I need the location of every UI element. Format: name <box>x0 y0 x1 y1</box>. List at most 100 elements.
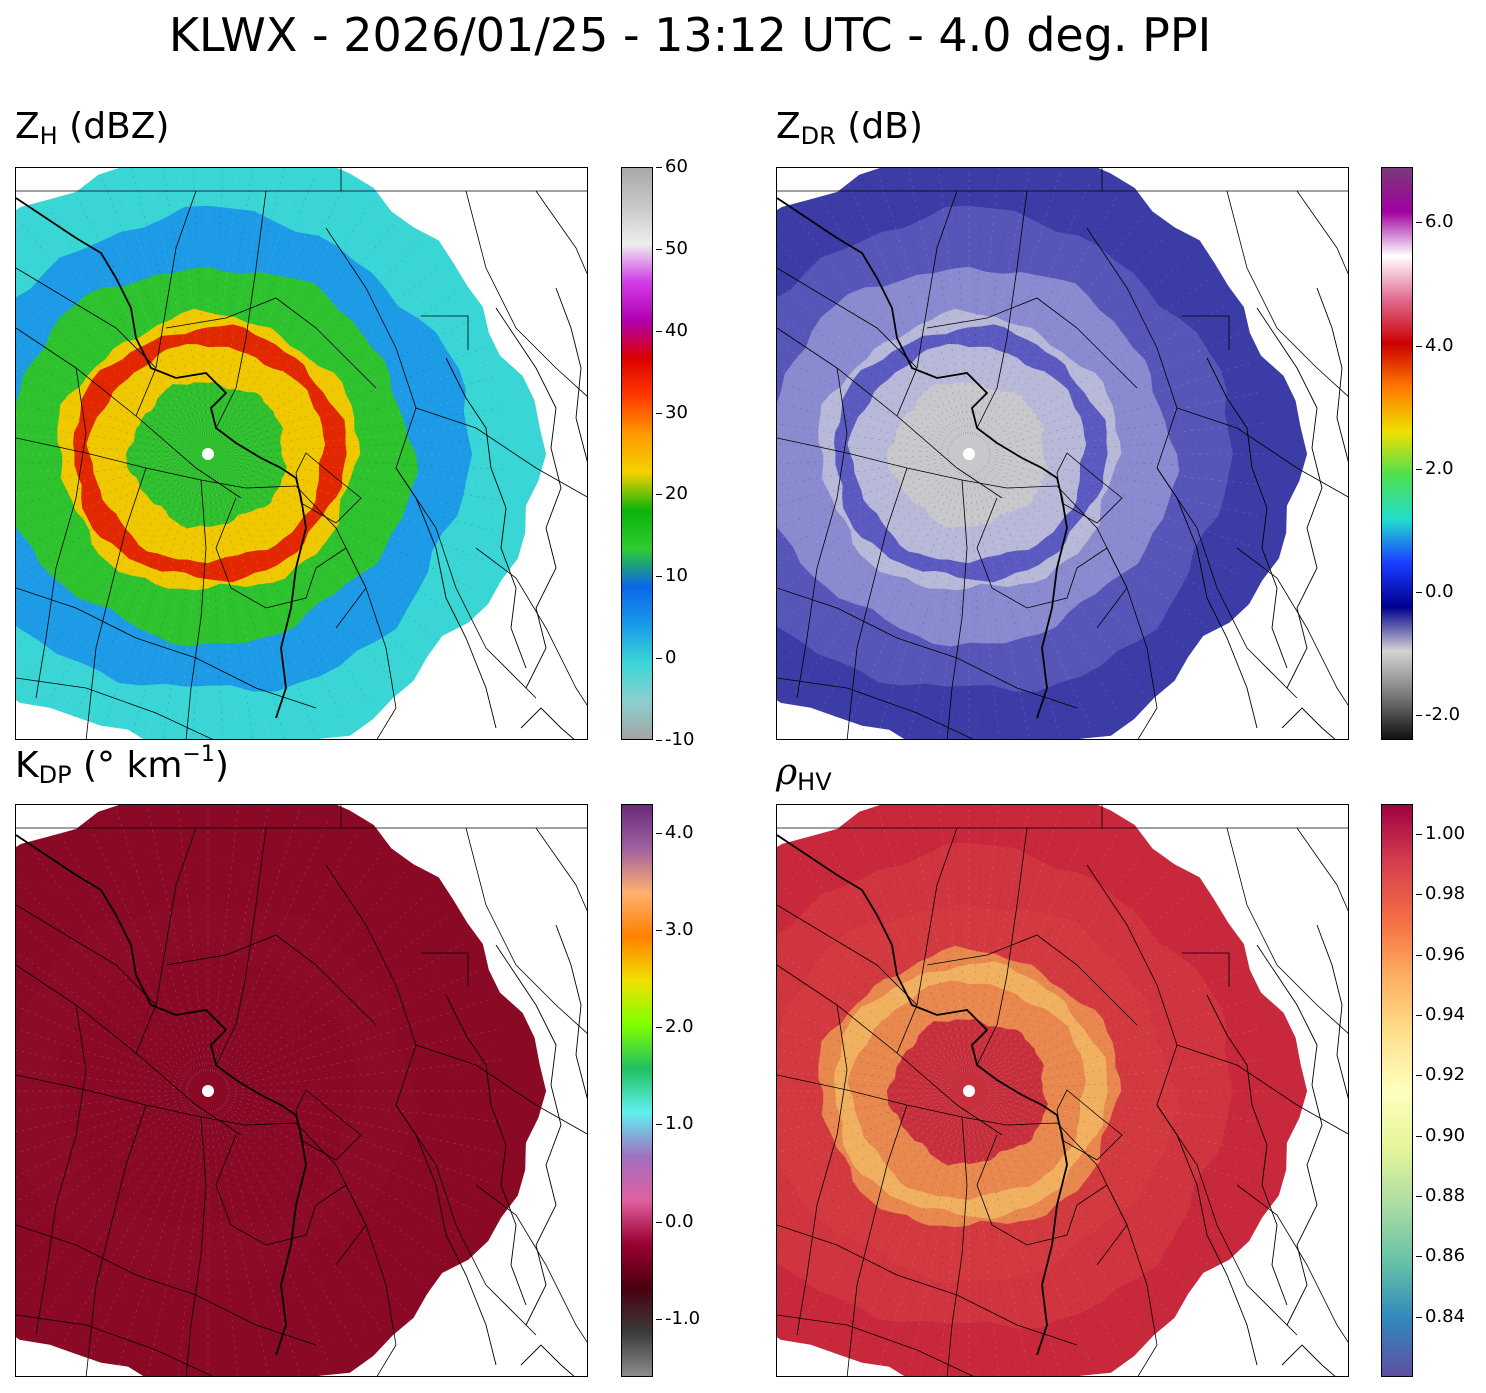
radial-texture-line <box>226 968 483 1084</box>
radial-texture-line <box>846 472 962 729</box>
radial-texture-line <box>217 1108 359 1351</box>
county-boundary-line <box>1176 407 1348 498</box>
radial-texture-line <box>876 472 964 739</box>
radial-texture-line <box>100 1109 202 1372</box>
colorbar-tick-label: 1.0 <box>656 1113 694 1135</box>
radial-texture-line <box>777 455 950 475</box>
radial-texture-line <box>777 1096 951 1154</box>
radial-texture-line <box>861 173 963 436</box>
radial-texture-line <box>227 391 502 451</box>
radial-texture-line <box>986 463 1229 605</box>
panel-title-kdp: KDP (° km−1) <box>15 742 229 789</box>
radial-texture-line <box>177 805 207 1072</box>
colorbar-tick-label: 0.86 <box>1415 1245 1466 1267</box>
radial-texture-line <box>210 473 254 739</box>
radial-texture-line <box>846 179 962 436</box>
radial-texture-line <box>970 805 1000 1072</box>
radial-texture-line <box>227 458 498 532</box>
colorbar-tick-label: -10 <box>655 729 695 750</box>
radial-texture-line <box>222 1105 421 1304</box>
county-boundaries <box>777 168 1348 739</box>
radial-texture-line <box>777 467 955 628</box>
county-boundary-line <box>1086 864 1178 1106</box>
radial-texture-line <box>16 412 189 451</box>
radial-texture-line <box>987 983 1250 1085</box>
radial-texture-line <box>219 1107 385 1334</box>
radial-texture-line <box>777 423 950 452</box>
county-boundary-line <box>465 190 587 397</box>
county-boundaries <box>16 805 587 1376</box>
radial-texture-line <box>225 462 476 591</box>
coastlines <box>1156 287 1348 739</box>
colorbar-tick-label: 10 <box>656 565 688 587</box>
radial-texture-line <box>100 173 202 436</box>
radial-texture-line <box>177 473 207 739</box>
colorbar-tick-label: 0.84 <box>1415 1305 1466 1327</box>
radial-texture-line <box>226 461 483 577</box>
panel-title-subscript: DP <box>38 761 72 789</box>
coastline <box>395 467 497 729</box>
radial-texture-line <box>16 355 191 446</box>
county-boundary-line <box>1296 190 1348 275</box>
coastline <box>495 944 562 1326</box>
radial-texture-line <box>227 1091 508 1107</box>
radial-texture-line <box>777 261 955 440</box>
radial-texture-line <box>980 1107 1146 1334</box>
radial-texture-line <box>224 277 451 443</box>
radial-texture-line <box>973 168 1046 435</box>
county-boundary-line <box>415 407 587 498</box>
radar-ppi-kdp <box>16 805 587 1376</box>
radial-texture-line <box>16 461 190 540</box>
radial-texture-line <box>777 368 951 447</box>
county-boundary-line <box>1182 315 1230 350</box>
county-boundary-line <box>976 190 1028 429</box>
radial-texture-line <box>177 168 207 435</box>
potomac-river-boundary <box>16 834 307 1356</box>
radial-texture-line <box>908 1110 966 1376</box>
colorbar-tick-label: 60 <box>656 156 688 177</box>
radial-texture-line <box>209 168 239 435</box>
radial-texture-line <box>981 220 1158 439</box>
radial-texture-line <box>216 471 345 722</box>
county-boundary-line <box>16 1314 213 1376</box>
radial-texture-line <box>227 438 508 454</box>
panel-title-symbol: Z <box>776 106 801 147</box>
county-boundary-line <box>16 1074 297 1126</box>
radial-texture-line <box>988 391 1263 451</box>
county-boundary-line <box>16 587 317 709</box>
radial-texture-line <box>983 468 1182 667</box>
coastline <box>445 994 527 1306</box>
radial-texture-line <box>973 805 1046 1072</box>
radial-texture-line <box>777 951 953 1080</box>
county-boundary-line <box>295 485 397 739</box>
radial-texture-line <box>213 805 301 1073</box>
radial-texture-line <box>218 202 372 438</box>
colorbar-tick-label: 1.00 <box>1415 823 1466 845</box>
radial-texture-line <box>974 168 1062 436</box>
radial-texture-line <box>227 454 508 470</box>
county-boundary-line <box>777 437 1058 489</box>
radial-texture-line <box>979 839 1133 1075</box>
coastline <box>1156 1104 1258 1366</box>
radial-texture-line <box>224 290 460 444</box>
radial-texture-line <box>216 186 345 437</box>
radial-texture-line <box>987 361 1255 449</box>
radial-texture-line <box>162 473 206 739</box>
radial-texture-line <box>226 361 494 449</box>
radial-texture-line <box>777 1098 951 1177</box>
radial-texture-line <box>147 1110 205 1376</box>
radial-texture-line <box>71 1108 200 1359</box>
radial-texture-line <box>16 456 189 485</box>
radial-texture-line <box>818 194 960 437</box>
radial-texture-line <box>16 935 193 1079</box>
county-boundary-line <box>777 904 918 1006</box>
coastline <box>1281 707 1336 739</box>
radial-texture-line <box>227 1059 507 1090</box>
radial-texture-line <box>777 466 954 610</box>
radial-texture-line <box>16 992 191 1083</box>
radial-texture-line <box>805 470 959 706</box>
radial-texture-line <box>792 470 958 697</box>
coastline <box>1156 467 1258 729</box>
county-boundary-line <box>185 479 207 739</box>
radial-texture-line <box>224 1102 451 1268</box>
